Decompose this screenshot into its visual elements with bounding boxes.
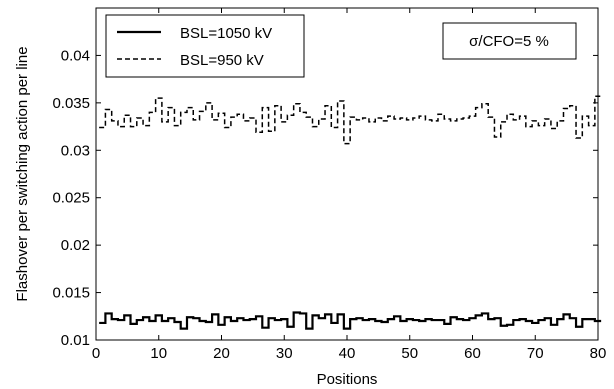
x-tick-label: 20 [213, 345, 230, 362]
x-tick-label: 30 [276, 345, 293, 362]
annotation-box [442, 22, 577, 60]
x-tick-label: 40 [339, 345, 356, 362]
series-line-bsl-1050 [99, 311, 602, 330]
y-tick-label: 0.015 [52, 285, 90, 302]
legend: BSL=1050 kV BSL=950 kV [105, 14, 305, 78]
legend-label-1050: BSL=1050 kV [180, 25, 272, 42]
y-axis-ticks: 0.01 0.015 0.02 0.025 0.03 0.035 0.04 [52, 47, 598, 349]
y-tick-label: 0.01 [61, 332, 90, 349]
x-axis-title: Positions [317, 371, 378, 388]
x-axis-ticks: 0 10 20 30 40 50 60 70 80 [92, 8, 607, 362]
series-line-bsl-950 [99, 95, 602, 145]
series-layer [99, 95, 602, 330]
annotation-text: σ/CFO=5 % [469, 33, 549, 50]
x-tick-label: 0 [92, 345, 100, 362]
y-tick-label: 0.03 [61, 142, 90, 159]
y-axis-title: Flashover per switching action per line [14, 46, 31, 301]
x-tick-label: 70 [527, 345, 544, 362]
y-tick-label: 0.02 [61, 237, 90, 254]
x-tick-label: 50 [401, 345, 418, 362]
annotation: σ/CFO=5 % [442, 22, 577, 60]
legend-label-950: BSL=950 kV [180, 52, 264, 69]
legend-box [105, 14, 305, 78]
y-tick-label: 0.04 [61, 47, 90, 64]
y-tick-label: 0.025 [52, 190, 90, 207]
x-tick-label: 80 [590, 345, 607, 362]
x-tick-label: 60 [464, 345, 481, 362]
y-tick-label: 0.035 [52, 95, 90, 112]
x-tick-label: 10 [150, 345, 167, 362]
